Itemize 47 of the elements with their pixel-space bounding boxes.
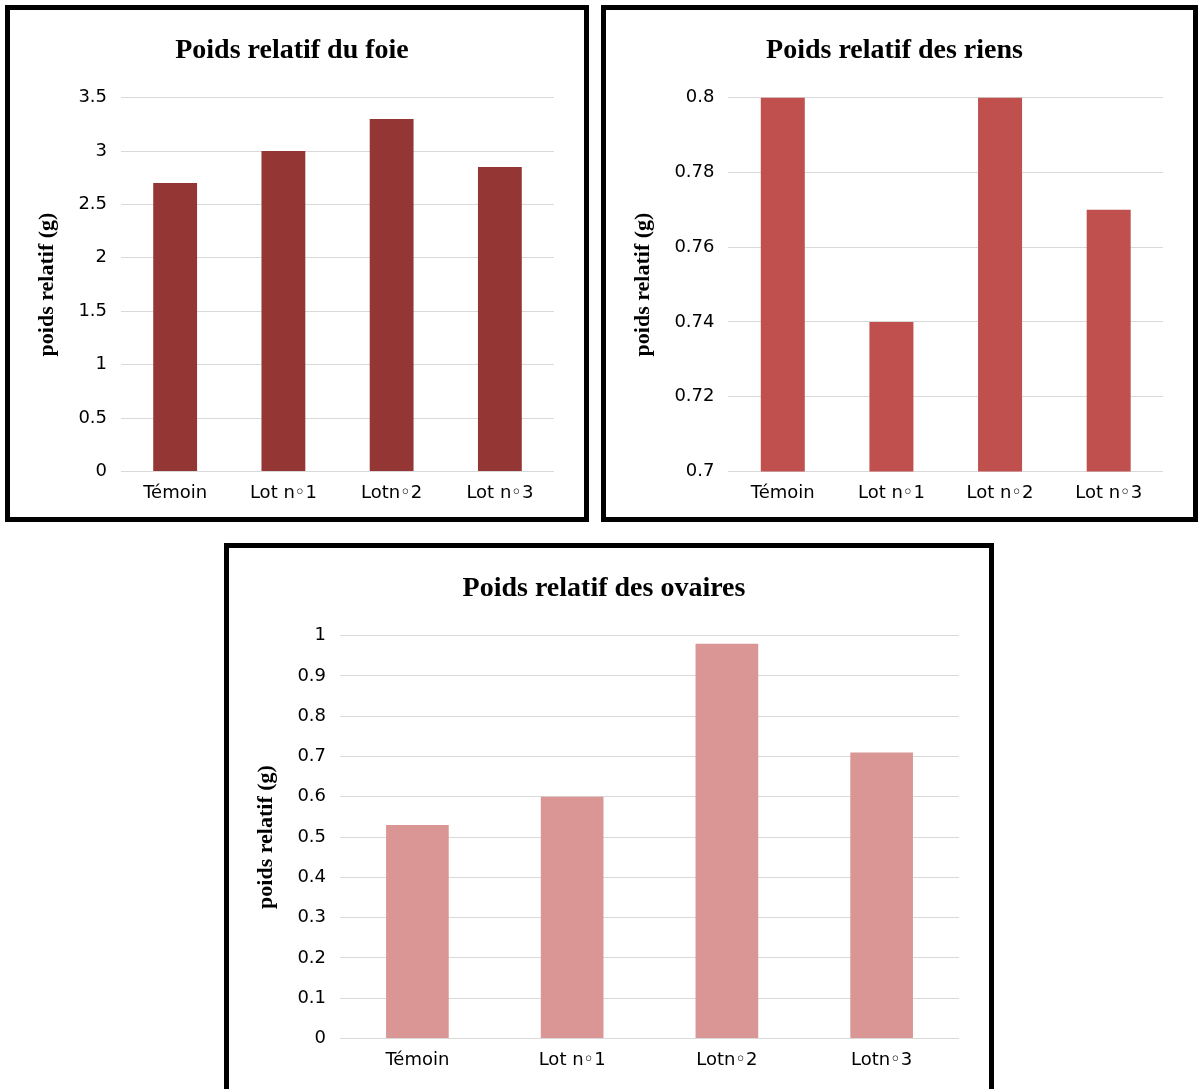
y-tick-label: 0.7 bbox=[685, 459, 715, 481]
x-tick-label: Lot n◦3 bbox=[1075, 480, 1143, 502]
bar bbox=[850, 752, 913, 1038]
y-tick-label: 0.74 bbox=[674, 309, 715, 331]
x-tick-label: Lot n◦1 bbox=[249, 480, 317, 502]
y-tick-label: 1 bbox=[314, 623, 327, 645]
y-tick-label: 1 bbox=[95, 352, 108, 374]
y-tick-label: 3 bbox=[95, 138, 108, 160]
chart-title: Poids relatif des riens bbox=[766, 33, 1024, 65]
y-tick-label: 2 bbox=[95, 245, 108, 267]
y-tick-label: 0.78 bbox=[674, 160, 715, 182]
y-tick-label: 2.5 bbox=[78, 192, 108, 214]
y-axis-title: poids relatif (g) bbox=[628, 212, 654, 357]
y-tick-label: 0.7 bbox=[297, 744, 327, 766]
y-tick-label: 3.5 bbox=[78, 85, 108, 107]
x-tick-label: Lot n◦3 bbox=[466, 480, 534, 502]
bar bbox=[695, 643, 759, 1038]
y-tick-label: 0.5 bbox=[297, 824, 327, 846]
x-tick-label: Témoin bbox=[384, 1047, 450, 1069]
chart-title: Poids relatif du foie bbox=[175, 33, 409, 65]
y-tick-label: 0.1 bbox=[297, 985, 327, 1007]
x-tick-label: Lotn◦2 bbox=[361, 480, 423, 502]
x-tick-label: Lotn◦2 bbox=[696, 1047, 758, 1069]
y-tick-label: 0.3 bbox=[297, 905, 327, 927]
y-tick-label: 1.5 bbox=[78, 298, 108, 320]
x-tick-label: Témoin bbox=[142, 480, 208, 502]
y-tick-label: 0.5 bbox=[78, 405, 108, 427]
y-tick-label: 0.6 bbox=[297, 784, 327, 806]
x-tick-label: Témoin bbox=[749, 480, 815, 502]
y-tick-label: 0.2 bbox=[297, 945, 327, 967]
y-axis-title: poids relatif (g) bbox=[251, 765, 277, 909]
y-tick-label: 0 bbox=[314, 1026, 327, 1048]
chart-title: Poids relatif des ovaires bbox=[462, 571, 746, 603]
bar bbox=[540, 796, 604, 1038]
bar bbox=[386, 824, 449, 1038]
x-tick-label: Lot n◦2 bbox=[966, 480, 1034, 502]
x-tick-label: Lot n◦1 bbox=[538, 1047, 606, 1069]
y-tick-label: 0.9 bbox=[297, 663, 327, 685]
y-axis-title: poids relatif (g) bbox=[32, 212, 58, 357]
x-tick-label: Lot n◦1 bbox=[857, 480, 925, 502]
y-tick-label: 0 bbox=[95, 459, 108, 481]
y-tick-label: 0.76 bbox=[674, 234, 715, 256]
y-tick-label: 0.72 bbox=[674, 384, 715, 406]
x-tick-label: Lotn◦3 bbox=[851, 1047, 913, 1069]
y-tick-label: 0.8 bbox=[685, 85, 715, 107]
y-tick-label: 0.8 bbox=[297, 703, 327, 725]
y-tick-label: 0.4 bbox=[297, 864, 327, 886]
